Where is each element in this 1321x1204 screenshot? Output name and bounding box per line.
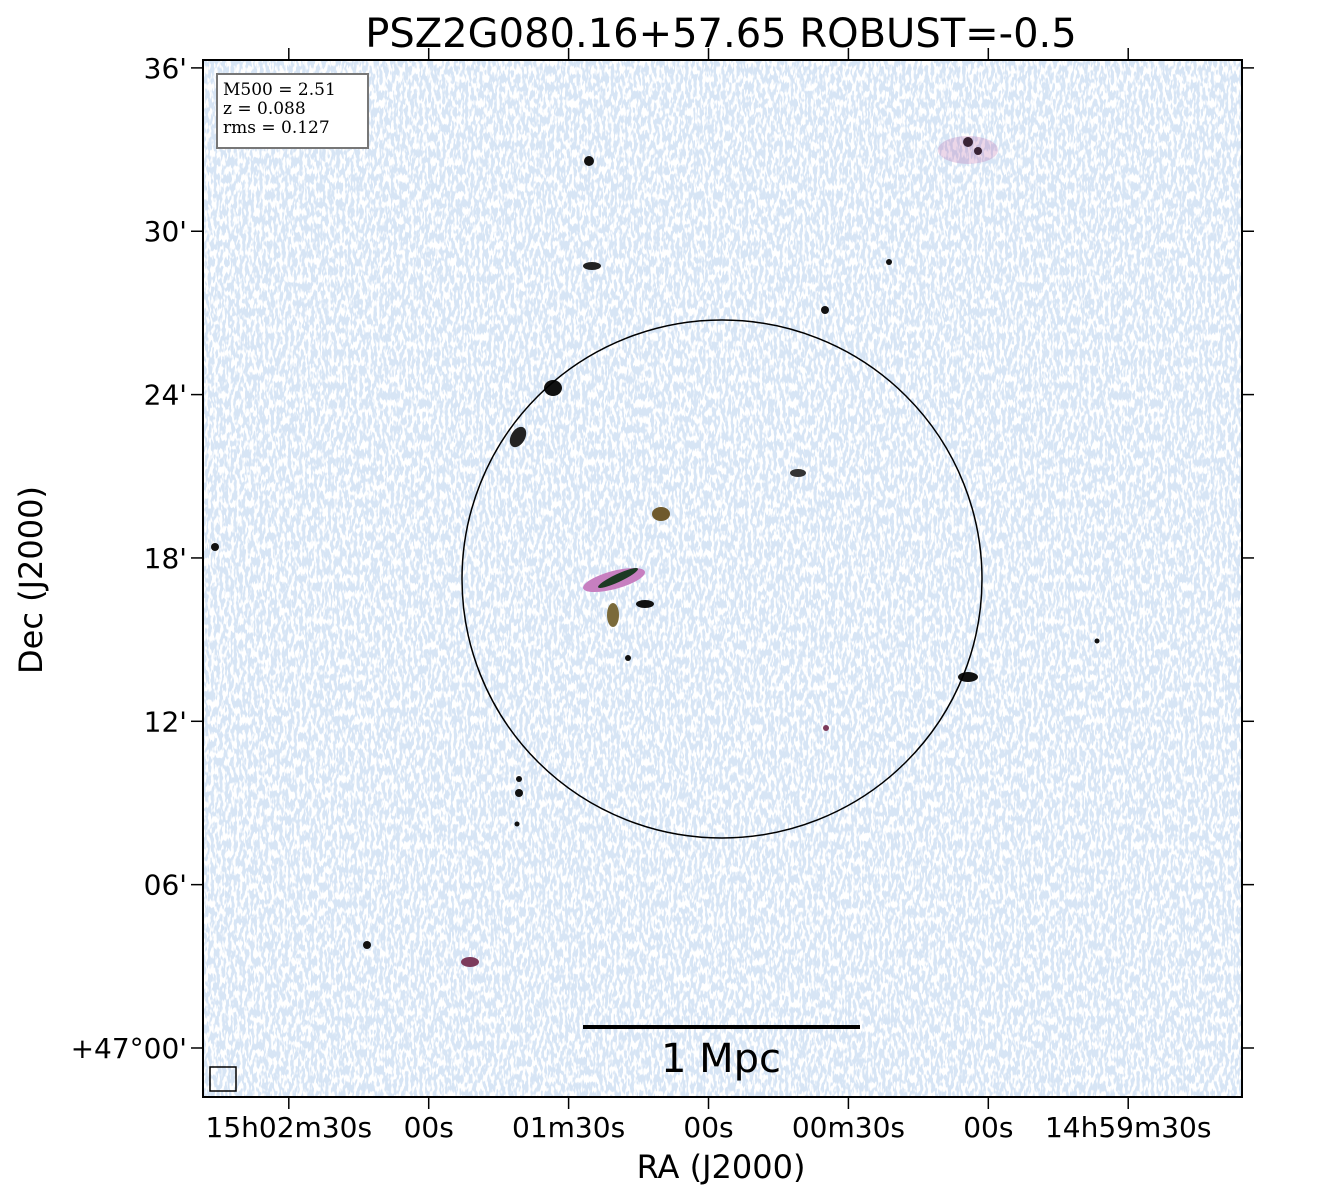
y-axis-label: Dec (J2000) [12, 486, 50, 674]
info-line: M500 = 2.51 [223, 80, 336, 100]
x-tick-label: 14h59m30s [1045, 1111, 1212, 1144]
y-tick-label: 36' [144, 52, 187, 85]
r500-circle [461, 319, 983, 839]
info-line: z = 0.088 [223, 99, 306, 119]
y-tick-label: 24' [144, 379, 187, 412]
x-tick-label: 15h02m30s [206, 1111, 373, 1144]
noise-texture [203, 60, 1242, 1097]
scale-bar-label: 1 Mpc [661, 1036, 781, 1082]
sources [211, 136, 1100, 967]
x-tick-label: 00s [404, 1111, 454, 1144]
y-tick-label: 06' [144, 869, 187, 902]
y-tick-label: 18' [144, 542, 187, 575]
beam-box [209, 1066, 237, 1092]
x-tick-label: 00m30s [792, 1111, 905, 1144]
x-tick-label: 00s [683, 1111, 733, 1144]
x-tick-label: 00s [963, 1111, 1013, 1144]
y-tick-label: +47°00' [71, 1032, 187, 1065]
plot-frame [202, 59, 1243, 1098]
y-tick-label: 12' [144, 705, 187, 738]
info-line: rms = 0.127 [223, 118, 330, 138]
chart-title: PSZ2G080.16+57.65 ROBUST=-0.5 [365, 11, 1076, 57]
x-tick-label: 01m30s [512, 1111, 625, 1144]
x-axis-label: RA (J2000) [637, 1148, 806, 1186]
info-box [216, 73, 369, 149]
y-tick-label: 30' [144, 215, 187, 248]
